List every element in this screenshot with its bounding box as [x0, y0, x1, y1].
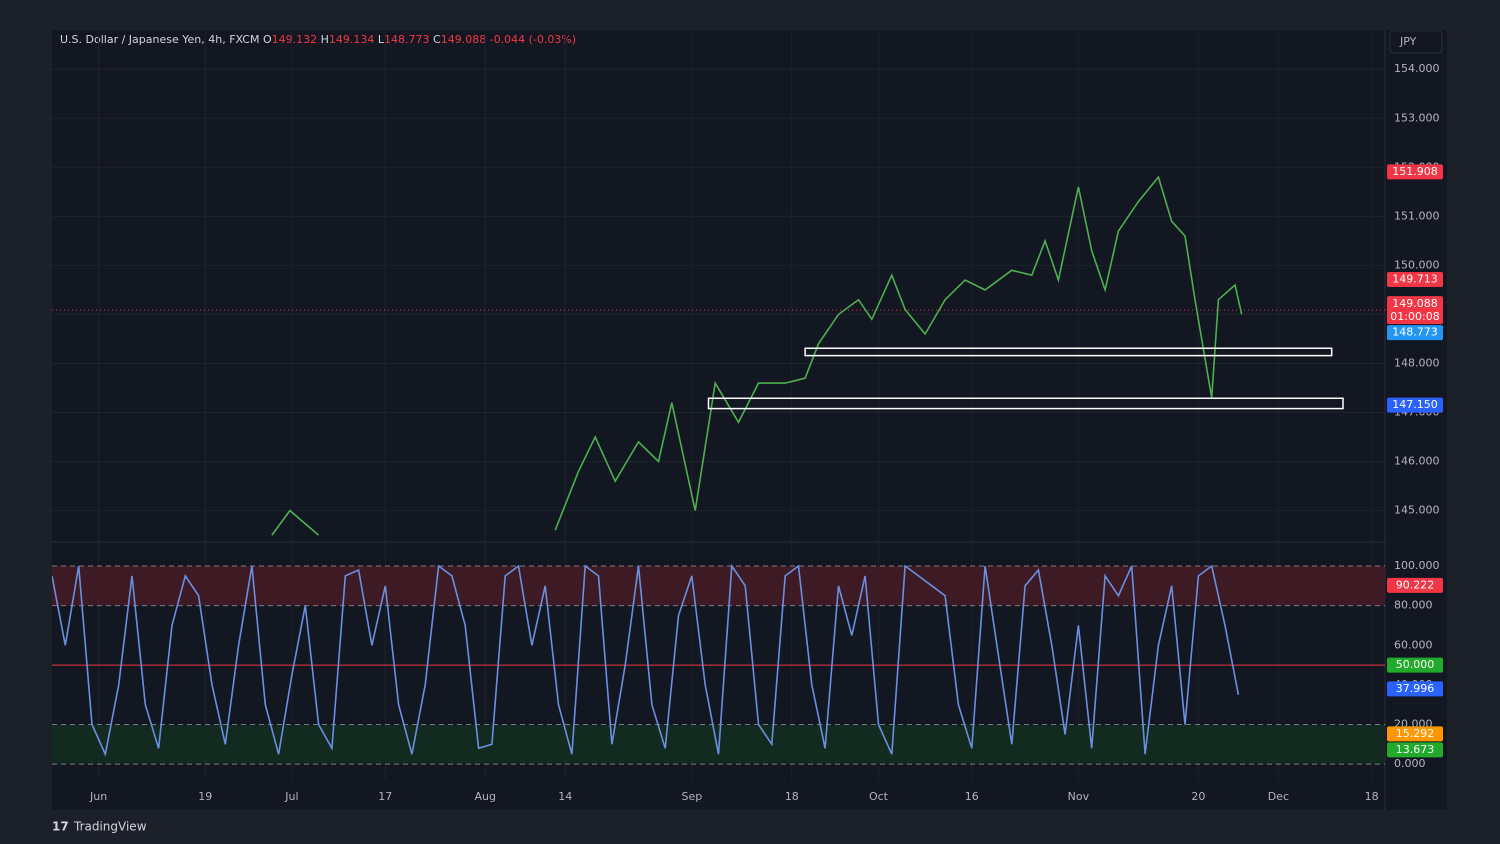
x-tick-label: 18 [785, 790, 799, 803]
ohlc-key: O [263, 33, 272, 46]
series-line [52, 563, 1240, 757]
header: U.S. Dollar / Japanese Yen, 4h, FXCM O14… [60, 33, 576, 46]
x-tick-label: Nov [1068, 790, 1090, 803]
band [52, 566, 1385, 606]
symbol: U.S. Dollar / Japanese Yen, 4h, FXCM [60, 33, 259, 46]
y-tick-label: 150.000 [1394, 258, 1440, 271]
ohlc-value: 148.773 [384, 33, 430, 46]
price-badge [1387, 325, 1443, 341]
price-badge-label: 90.222 [1396, 578, 1435, 591]
x-tick-label: 16 [965, 790, 979, 803]
change: -0.044 (-0.03%) [490, 33, 576, 46]
chart-panel [52, 30, 1447, 810]
x-tick-label: 17 [378, 790, 392, 803]
price-badge [1387, 296, 1443, 325]
ohlc-value: 149.134 [329, 33, 375, 46]
price-badge [1387, 726, 1443, 742]
y-tick-label: 0.000 [1394, 757, 1426, 770]
y-tick-label: 154.000 [1394, 62, 1440, 75]
x-tick-label: 20 [1191, 790, 1205, 803]
price-badge [1387, 681, 1443, 697]
x-tick-label: Oct [869, 790, 889, 803]
price-badge [1387, 657, 1443, 673]
price-badge-label: 15.292 [1396, 727, 1435, 740]
x-tick-label: 18 [1365, 790, 1379, 803]
countdown: 01:00:08 [1390, 310, 1439, 323]
zone [707, 397, 1344, 410]
currency[interactable]: JPY [1399, 35, 1417, 48]
price-badge [1387, 742, 1443, 758]
price-badge [1387, 164, 1443, 180]
price-badge-label: 149.713 [1392, 272, 1438, 285]
pane [52, 563, 1385, 765]
price-badge [1387, 397, 1443, 413]
brand: TradingView [73, 820, 147, 834]
y-tick-label: 145.000 [1394, 504, 1440, 517]
ohlc-key: L [378, 33, 385, 46]
y-tick-label: 100.000 [1394, 559, 1440, 572]
pane [52, 68, 1385, 536]
y-tick-label: 153.000 [1394, 111, 1440, 124]
currency-box[interactable] [1389, 30, 1443, 54]
x-tick-label: Dec [1268, 790, 1289, 803]
x-tick-label: Jun [89, 790, 107, 803]
y-tick-label: 151.000 [1394, 209, 1440, 222]
y-tick-label: 80.000 [1394, 599, 1433, 612]
ohlc-key: H [321, 33, 329, 46]
ohlc-value: 149.088 [441, 33, 487, 46]
x-tick-label: 14 [558, 790, 572, 803]
x-tick-label: Jul [284, 790, 298, 803]
x-tick-label: Sep [681, 790, 702, 803]
price-badge [1387, 577, 1443, 593]
price-badge-label: 147.150 [1392, 398, 1438, 411]
y-tick-label: 148.000 [1394, 356, 1440, 369]
price-badge-label: 37.996 [1396, 682, 1435, 695]
price-badge-label: 151.908 [1392, 165, 1438, 178]
ohlc-value: 149.132 [272, 33, 318, 46]
y-tick-label: 146.000 [1394, 455, 1440, 468]
x-tick-label: 19 [198, 790, 212, 803]
price-badge-label: 148.773 [1392, 326, 1438, 339]
y-tick-label: 60.000 [1394, 638, 1433, 651]
price-badge-label: 149.088 [1392, 297, 1438, 310]
brand-logo: 17 [52, 820, 69, 834]
zone [804, 347, 1333, 357]
price-badge [1387, 271, 1443, 287]
series-line [271, 175, 1243, 536]
price-badge-label: 13.673 [1396, 743, 1435, 756]
ohlc-key: C [433, 33, 441, 46]
price-badge-label: 50.000 [1396, 658, 1435, 671]
x-tick-label: Aug [474, 790, 495, 803]
